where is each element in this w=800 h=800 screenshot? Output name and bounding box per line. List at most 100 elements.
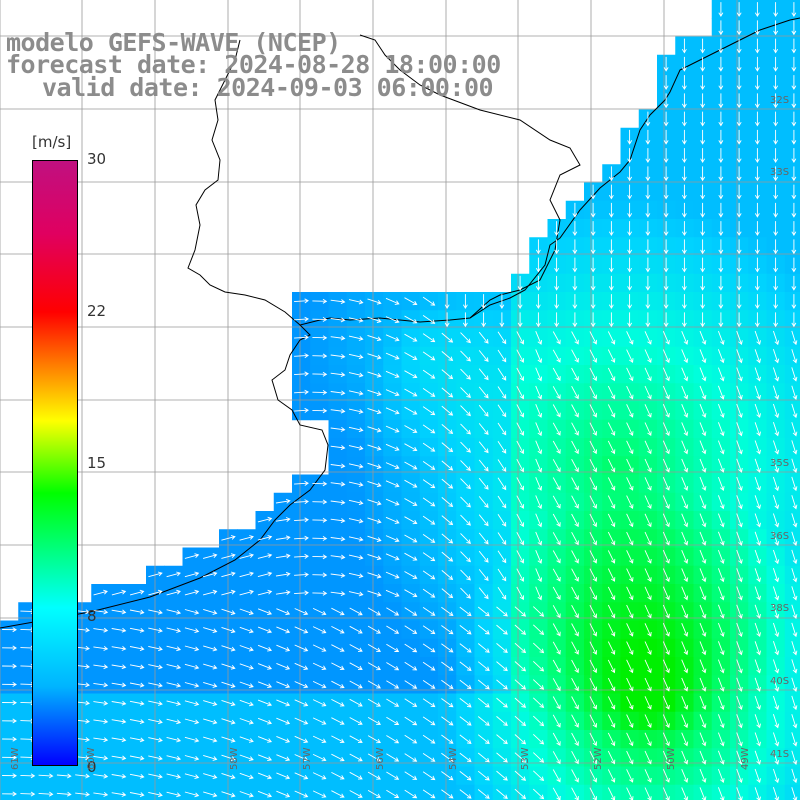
wind-arrow	[645, 294, 651, 309]
wind-arrow	[627, 239, 633, 255]
wind-arrow	[385, 389, 400, 397]
wind-arrow	[717, 385, 725, 400]
wind-cell	[547, 784, 567, 800]
wind-arrow	[459, 625, 472, 635]
wind-arrow	[385, 589, 400, 597]
wind-arrow	[129, 627, 145, 633]
wind-arrow	[203, 754, 218, 761]
wind-arrow	[148, 589, 163, 596]
wind-cell	[784, 127, 800, 147]
wind-arrow	[148, 627, 163, 633]
wind-arrow	[699, 750, 707, 765]
wind-arrow	[349, 753, 363, 762]
wind-arrow	[552, 404, 561, 418]
wind-arrow	[349, 698, 363, 707]
wind-arrow	[645, 202, 651, 218]
wind-arrow	[203, 736, 218, 743]
wind-arrow	[626, 604, 634, 619]
wind-cell	[365, 784, 384, 800]
wind-arrow	[626, 750, 634, 765]
wind-cell	[273, 784, 293, 800]
wind-arrow	[736, 476, 743, 492]
wind-arrow	[517, 294, 523, 309]
wind-arrow	[754, 768, 761, 784]
wind-cell	[784, 237, 800, 256]
wind-arrow	[422, 625, 436, 635]
wind-cell	[54, 784, 74, 800]
wind-arrow	[478, 441, 489, 454]
wind-arrow	[773, 75, 779, 90]
wind-arrow	[681, 202, 687, 218]
wind-arrow	[608, 257, 614, 273]
wind-arrow	[626, 513, 634, 528]
wind-arrow	[717, 440, 725, 455]
wind-arrow	[571, 586, 579, 601]
wind-arrow	[699, 513, 707, 528]
wind-arrow	[2, 663, 17, 669]
wind-arrow	[257, 772, 273, 780]
wind-arrow	[422, 680, 436, 689]
wind-arrow	[275, 571, 291, 577]
wind-arrow	[571, 677, 579, 692]
wind-arrow	[773, 166, 779, 182]
wind-arrow	[422, 753, 436, 762]
wind-arrow	[129, 737, 145, 743]
wind-arrow	[662, 787, 670, 800]
wind-arrow	[514, 752, 527, 763]
wind-arrow	[294, 316, 309, 322]
wind-arrow	[166, 663, 182, 670]
wind-arrow	[257, 516, 273, 523]
wind-arrow	[294, 681, 309, 689]
wind-arrow	[699, 440, 707, 455]
wind-arrow	[681, 495, 689, 510]
wind-arrow	[111, 755, 127, 761]
wind-arrow	[589, 440, 598, 455]
wind-arrow	[477, 789, 490, 799]
wind-arrow	[496, 679, 508, 690]
wind-arrow	[699, 622, 707, 637]
wind-arrow	[385, 498, 400, 506]
wind-arrow	[607, 641, 616, 655]
wind-arrow	[552, 605, 561, 619]
wind-arrow	[516, 422, 525, 436]
wind-arrow	[294, 717, 309, 725]
wind-arrow	[532, 715, 545, 727]
wind-arrow	[754, 221, 760, 236]
wind-arrow	[718, 75, 724, 90]
wind-arrow	[276, 772, 291, 780]
wind-arrow	[791, 2, 797, 17]
wind-arrow	[589, 513, 598, 528]
wind-arrow	[644, 495, 652, 509]
wind-arrow	[367, 371, 382, 378]
wind-arrow	[478, 350, 489, 362]
wind-arrow	[754, 422, 761, 437]
wind-arrow	[20, 773, 36, 779]
wind-arrow	[239, 681, 254, 688]
wind-arrow	[367, 572, 382, 579]
wind-arrow	[607, 349, 616, 363]
wind-arrow	[478, 550, 489, 563]
wind-arrow	[459, 716, 472, 726]
wind-arrow	[514, 606, 527, 617]
wind-arrow	[535, 367, 543, 382]
wind-arrow	[330, 299, 346, 305]
wind-arrow	[203, 645, 218, 652]
wind-arrow	[422, 388, 436, 397]
wind-arrow	[754, 129, 760, 145]
wind-arrow	[589, 787, 598, 800]
wind-arrow	[589, 404, 598, 418]
wind-arrow	[572, 239, 578, 255]
wind-arrow	[422, 588, 436, 598]
wind-arrow	[773, 129, 779, 145]
wind-arrow	[736, 385, 743, 400]
wind-arrow	[552, 349, 561, 363]
wind-arrow	[367, 298, 382, 305]
wind-arrow	[330, 572, 346, 578]
wind-arrow	[497, 532, 507, 545]
wind-cell	[456, 784, 475, 800]
wind-cell	[292, 784, 311, 800]
wind-arrow	[497, 495, 507, 509]
wind-arrow	[645, 221, 651, 236]
wind-arrow	[441, 789, 454, 799]
wind-arrow	[331, 680, 345, 689]
